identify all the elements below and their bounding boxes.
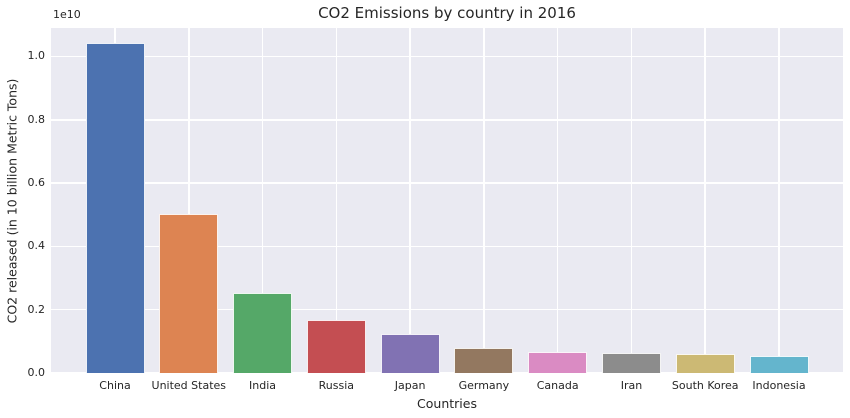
bar-russia bbox=[306, 320, 366, 373]
y-tick-label: 0.8 bbox=[27, 112, 46, 126]
x-tick-label-germany: Germany bbox=[458, 379, 510, 392]
x-gridline bbox=[704, 28, 706, 373]
y-tick-label: 0.2 bbox=[27, 302, 46, 316]
x-gridline bbox=[409, 28, 411, 373]
x-gridline bbox=[188, 28, 190, 373]
x-tick-label-japan: Japan bbox=[394, 379, 426, 392]
x-tick-label-russia: Russia bbox=[318, 379, 355, 392]
y-gridline bbox=[51, 55, 843, 58]
x-tick-label-united-states: United States bbox=[151, 379, 227, 392]
y-tick-label: 0.6 bbox=[27, 176, 46, 190]
x-gridline bbox=[335, 28, 338, 373]
plot-area bbox=[51, 28, 843, 374]
bar-indonesia bbox=[749, 356, 809, 373]
x-gridline bbox=[630, 28, 633, 373]
y-tick-label: 1.0 bbox=[27, 49, 46, 63]
y-tick-label: 0.0 bbox=[27, 366, 46, 379]
y-axis-offset-label: 1e10 bbox=[53, 8, 81, 21]
y-gridline bbox=[51, 245, 843, 248]
bar-china bbox=[85, 42, 145, 373]
x-gridline bbox=[556, 28, 559, 373]
x-gridline bbox=[483, 28, 485, 373]
y-gridline bbox=[51, 182, 843, 184]
bar-canada bbox=[528, 351, 588, 373]
y-gridline bbox=[51, 308, 843, 311]
x-tick-label-south-korea: South Korea bbox=[671, 379, 739, 392]
x-gridline bbox=[261, 28, 264, 373]
bar-iran bbox=[601, 352, 661, 373]
y-gridline bbox=[51, 372, 843, 374]
bar-japan bbox=[380, 333, 440, 373]
bar-south-korea bbox=[675, 353, 735, 373]
bar-india bbox=[233, 292, 293, 373]
bar-germany bbox=[454, 348, 514, 373]
x-gridline bbox=[778, 28, 780, 373]
y-gridline bbox=[51, 119, 843, 121]
bar-united-states bbox=[159, 214, 219, 373]
chart-title: CO2 Emissions by country in 2016 bbox=[318, 4, 576, 22]
x-tick-label-canada: Canada bbox=[536, 379, 579, 392]
x-tick-label-indonesia: Indonesia bbox=[752, 379, 806, 392]
x-tick-label-india: India bbox=[249, 379, 277, 392]
x-tick-label-china: China bbox=[99, 379, 131, 392]
y-tick-label: 0.4 bbox=[27, 239, 46, 253]
x-tick-label-iran: Iran bbox=[620, 379, 643, 392]
x-axis-label: Countries bbox=[417, 396, 477, 411]
